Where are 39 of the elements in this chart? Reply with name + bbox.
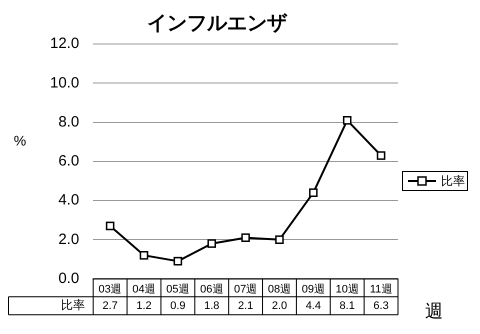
y-tick-label: 0.0 (58, 270, 80, 287)
point (106, 222, 114, 230)
text: 比率 (61, 298, 86, 312)
x-tick-label: 06週 (200, 283, 224, 296)
y-tick-label: 10.0 (50, 74, 80, 92)
x-tick-label: 09週 (302, 283, 325, 296)
point (275, 235, 284, 244)
data-label: 1.2 (136, 300, 152, 312)
point (376, 151, 386, 160)
point (207, 239, 216, 248)
data-label: 2.7 (102, 300, 118, 312)
y-tick-label: 8.0 (58, 113, 80, 130)
x-tick-label: 04週 (132, 283, 156, 296)
point (174, 256, 182, 266)
data-label: 2.1 (238, 300, 254, 312)
x-tick-label: 03週 (98, 283, 122, 296)
data-label: 6.3 (373, 300, 389, 312)
x-tick-label: 08週 (268, 283, 292, 296)
point (140, 251, 148, 260)
data-label: 1.8 (204, 300, 220, 312)
data-label: 8.1 (340, 300, 355, 312)
data-label: 0.9 (170, 300, 186, 312)
y-tick-label: 12.0 (50, 35, 80, 52)
y-tick-label: 6.0 (58, 152, 80, 170)
x-tick-label: 07週 (234, 283, 258, 296)
legend-label: 比率 (441, 172, 465, 190)
data-label: 2.0 (272, 300, 288, 312)
point (342, 116, 352, 125)
x-tick-label: 11週 (370, 283, 392, 296)
y-tick-label: 4.0 (58, 192, 80, 209)
x-tick-label: 10週 (336, 283, 359, 296)
point (241, 233, 250, 242)
point (309, 188, 318, 197)
y-tick-label: 2.0 (58, 230, 80, 248)
x-tick-label: 05週 (166, 283, 190, 296)
x-axis-title: 週 (425, 300, 443, 321)
chart-title: インフルエンザ (147, 12, 288, 35)
data-label: 4.4 (306, 300, 321, 312)
y-axis-title: % (14, 132, 26, 148)
